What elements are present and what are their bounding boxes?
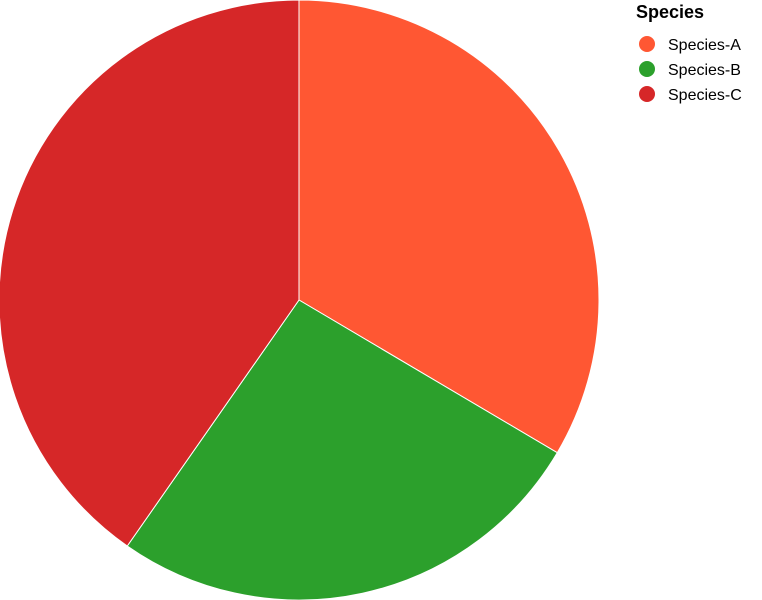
legend-title: Species	[636, 2, 704, 22]
legend-label-species-c: Species-C	[668, 87, 742, 104]
pie-slices	[0, 0, 600, 600]
legend-label-species-a: Species-A	[668, 37, 741, 54]
pie-slice-species-a	[298, 0, 600, 454]
legend: Species Species-A Species-B Species-C	[636, 2, 742, 104]
legend-swatch-species-b	[639, 61, 655, 77]
legend-swatch-species-a	[639, 36, 655, 52]
legend-label-species-b: Species-B	[668, 62, 741, 79]
pie-slice-species-b	[126, 299, 558, 600]
legend-swatch-species-c	[639, 86, 655, 102]
pie-slice-species-c	[0, 0, 300, 547]
legend-items: Species-A Species-B Species-C	[639, 36, 742, 104]
